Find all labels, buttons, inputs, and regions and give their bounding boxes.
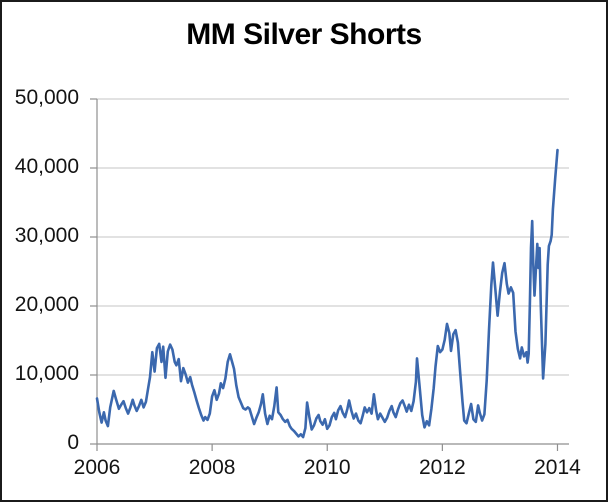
x-axis-label: 2008: [188, 456, 236, 479]
y-axis-label: 50,000: [14, 86, 79, 109]
y-axis-label: 40,000: [14, 155, 79, 178]
y-axis-label: 0: [67, 431, 79, 454]
x-axis-label: 2006: [73, 456, 121, 479]
x-axis-label: 2012: [419, 456, 466, 479]
series-line: [95, 148, 559, 439]
y-axis-label: 10,000: [14, 362, 79, 385]
y-axis-label: 20,000: [14, 293, 79, 316]
y-axis-label: 30,000: [14, 224, 79, 247]
x-axis-label: 2014: [534, 456, 581, 479]
x-axis-label: 2010: [303, 456, 351, 479]
chart-title: MM Silver Shorts: [186, 18, 422, 51]
